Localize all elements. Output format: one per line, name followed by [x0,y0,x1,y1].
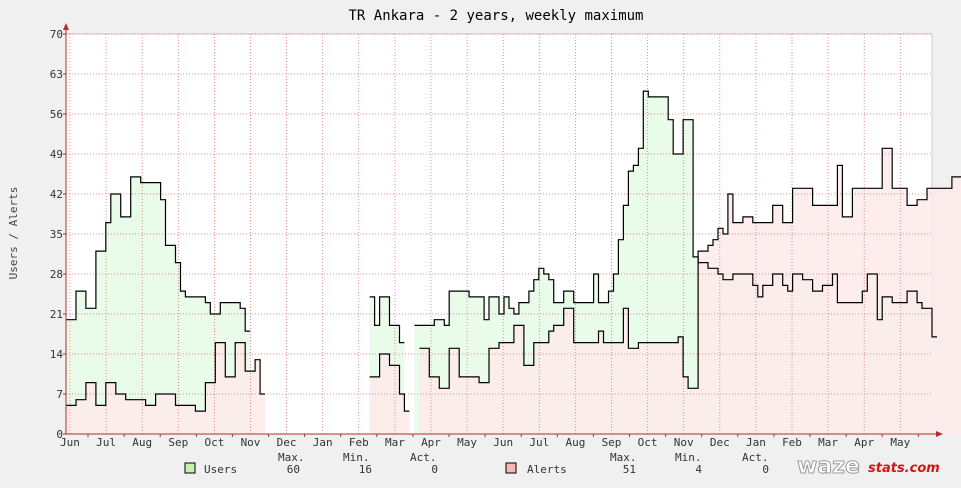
series-line-users [369,296,405,344]
logo-stats-text: stats.com [868,461,940,476]
y-tick-label: 42 [50,188,63,201]
y-tick-label: 28 [50,268,63,281]
x-tick-label: Apr [854,436,874,449]
legend-users-swatch [184,462,196,474]
x-tick-label: Dec [277,436,297,449]
legend-alerts-label: Alerts [527,463,567,476]
x-tick-labels: Jun Jul Aug Sep Oct Nov Dec Jan Feb Mar Apr May Jun J… [60,436,911,449]
x-tick-label: Sep [168,436,188,449]
legend-users-max-header: Max. [278,451,305,464]
legend-users-min-header: Min. [343,451,370,464]
legend-alerts-swatch [505,462,517,474]
axes [63,23,943,437]
x-tick-label: Nov [241,436,261,449]
y-axis-arrow [63,23,69,30]
legend-alerts-act-header: Act. [742,451,769,464]
x-tick-label: Mar [385,436,405,449]
y-axis-label: Users / Alerts [7,187,20,280]
y-tick-label: 7 [56,388,63,401]
legend-users-label: Users [204,463,237,476]
series-line-alerts [419,147,961,389]
legend-users-max: 60 [287,463,300,476]
y-tick-label: 63 [50,68,63,81]
logo-waze-text: waze [797,454,860,479]
series-line-alerts [369,353,410,412]
x-tick-label: Jan [313,436,333,449]
series-line-alerts [66,342,266,412]
x-tick-label: Jan [746,436,766,449]
x-tick-label: Dec [710,436,730,449]
x-tick-label: Oct [638,436,658,449]
x-tick-label: May [890,436,910,449]
series-lines [66,90,961,412]
x-tick-label: Aug [565,436,585,449]
series-fill-alerts [419,148,961,434]
legend: Max. Min. Act. Users 60 16 0 Max. Min. A… [184,451,769,476]
y-tick-label: 70 [50,28,63,41]
legend-alerts-min: 4 [695,463,702,476]
series-fill-users [66,176,251,434]
legend-alerts-min-header: Min. [675,451,702,464]
series-fills [66,91,961,434]
x-axis-arrow [936,431,943,437]
legend-alerts-act: 0 [762,463,769,476]
x-tick-label: Apr [421,436,441,449]
x-tick-label: Feb [782,436,802,449]
legend-users-act: 0 [431,463,438,476]
x-tick-label: Aug [132,436,152,449]
x-tick-label: Nov [674,436,694,449]
y-tick-label: 21 [50,308,63,321]
x-tick-label: May [457,436,477,449]
x-tick-label: Mar [818,436,838,449]
legend-alerts-max: 51 [623,463,636,476]
x-tick-label: Jun [60,436,80,449]
series-line-users [66,176,251,332]
x-tick-label: Jul [96,436,116,449]
y-tick-label: 56 [50,108,63,121]
x-tick-label: Oct [204,436,224,449]
x-tick-label: Feb [349,436,369,449]
x-tick-label: Sep [602,436,622,449]
legend-users-min: 16 [359,463,372,476]
x-tick-label: Jun [493,436,513,449]
y-tick-label: 49 [50,148,63,161]
y-tick-label: 0 [56,428,63,441]
chart-title: TR Ankara - 2 years, weekly maximum [348,8,643,24]
series-line-users [414,90,937,338]
legend-users-act-header: Act. [410,451,437,464]
x-tick-label: Jul [529,436,549,449]
wazestats-logo: waze stats.com [797,454,940,480]
y-tick-label: 14 [50,348,64,361]
legend-alerts-max-header: Max. [610,451,637,464]
y-tick-label: 35 [50,228,63,241]
y-tick-labels: 0 7 14 21 28 35 42 49 56 63 70 [50,28,64,441]
